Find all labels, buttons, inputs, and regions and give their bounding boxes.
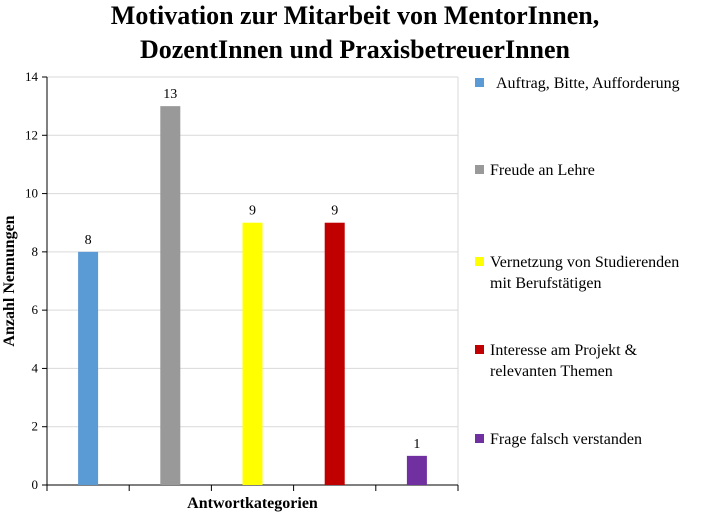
axes: 0 2 4 6 8 10 12 14 Antwortkategorien Anzahl Nennu…	[1, 69, 459, 512]
data-label-4: 9	[331, 204, 338, 219]
bars: 8 13 9 9 1	[78, 87, 427, 486]
bar-1	[78, 251, 99, 485]
chart-title-line-1: Motivation zur Mitarbeit von MentorInnen…	[111, 1, 599, 30]
y-tick-label-12: 12	[25, 127, 38, 142]
legend-swatch-4	[475, 345, 484, 354]
y-axis-label: Anzahl Nennungen	[1, 215, 18, 346]
legend-label-5: Frage falsch verstanden	[490, 431, 642, 448]
legend-label-4-line-1: Interesse am Projekt &	[490, 342, 638, 359]
chart-title-line-2: DozentInnen und PraxisbetreuerInnen	[140, 35, 571, 64]
legend-label-3-line-1: Vernetzung von Studierenden	[490, 254, 679, 271]
legend-label-1: Auftrag, Bitte, Aufforderung	[496, 75, 680, 92]
y-tick-label-8: 8	[32, 244, 39, 259]
y-tick-label-4: 4	[32, 360, 39, 375]
legend-label-2: Freude an Lehre	[490, 162, 595, 179]
legend-swatch-5	[475, 434, 484, 443]
legend-label-4-line-2: relevanten Themen	[490, 363, 613, 380]
y-tick-label-2: 2	[32, 419, 39, 434]
data-label-5: 1	[413, 437, 420, 452]
bar-3	[242, 222, 263, 485]
legend-swatch-3	[475, 257, 484, 266]
bar-4	[324, 222, 345, 485]
x-axis-label: Antwortkategorien	[187, 495, 318, 512]
chart-title: Motivation zur Mitarbeit von MentorInnen…	[111, 1, 599, 64]
legend: Auftrag, Bitte, Aufforderung Freude an Le…	[475, 75, 680, 448]
y-tick-label-6: 6	[32, 302, 39, 317]
bar-2	[160, 106, 181, 486]
y-tick-label-0: 0	[32, 477, 39, 492]
y-tick-label-10: 10	[25, 186, 38, 201]
data-label-3: 9	[249, 204, 256, 219]
legend-swatch-2	[475, 165, 484, 174]
legend-label-3-line-2: mit Berufstätigen	[490, 275, 602, 292]
y-tick-label-14: 14	[25, 69, 39, 84]
data-label-2: 13	[163, 87, 177, 102]
bar-5	[406, 455, 427, 485]
data-label-1: 8	[85, 233, 92, 248]
legend-swatch-1	[475, 78, 484, 87]
